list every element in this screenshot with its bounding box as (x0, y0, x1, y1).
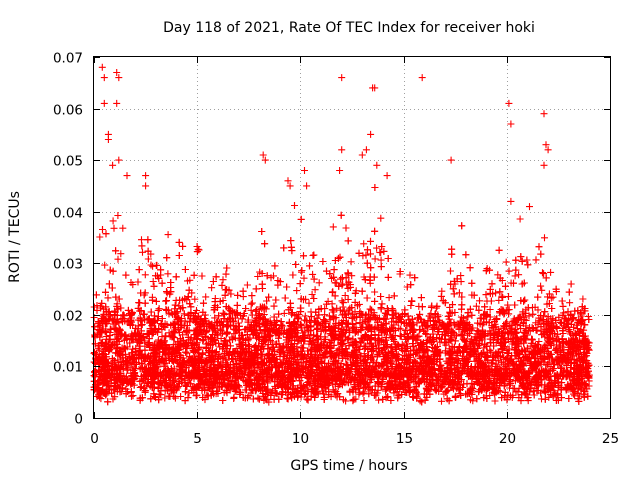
data-point (455, 289, 463, 297)
data-point (457, 272, 465, 280)
data-point (311, 286, 319, 294)
data-point (193, 307, 200, 314)
data-point (149, 262, 157, 270)
data-point (467, 396, 474, 404)
data-point (247, 306, 255, 314)
data-point (191, 295, 199, 303)
data-point (547, 294, 555, 302)
data-point (129, 365, 137, 373)
data-point (171, 394, 179, 402)
data-point (375, 396, 383, 404)
data-point (539, 316, 547, 323)
data-point (547, 268, 555, 276)
data-point (208, 284, 216, 292)
data-point (476, 297, 483, 305)
data-point (398, 390, 406, 398)
data-point (373, 244, 381, 252)
data-point (96, 233, 104, 241)
data-point (486, 306, 494, 313)
data-point (507, 334, 515, 342)
data-point (502, 258, 510, 266)
data-point (114, 212, 122, 219)
data-point (355, 300, 363, 308)
data-point (346, 387, 354, 395)
data-point (164, 270, 172, 278)
data-point (170, 328, 178, 336)
data-point (515, 271, 523, 279)
data-point (301, 312, 309, 320)
data-point (534, 306, 542, 314)
data-point (305, 299, 313, 307)
data-point (110, 224, 118, 232)
data-point (431, 385, 439, 393)
data-point (280, 309, 288, 317)
data-point (149, 278, 157, 285)
data-point (438, 397, 445, 405)
data-point (254, 273, 262, 280)
data-point (247, 300, 255, 308)
data-point (219, 276, 227, 284)
data-point (211, 314, 219, 322)
data-point (109, 217, 117, 225)
data-point (371, 255, 379, 263)
data-point (114, 255, 122, 263)
data-point (138, 236, 145, 244)
data-point (554, 330, 562, 338)
data-point (579, 295, 587, 303)
data-point (136, 384, 144, 391)
data-point (367, 250, 374, 258)
data-point (385, 294, 393, 302)
data-point (359, 252, 367, 260)
data-point (537, 282, 545, 290)
data-point (406, 271, 414, 279)
data-point (377, 256, 385, 264)
data-point (340, 396, 347, 404)
data-point (97, 395, 105, 403)
data-point (315, 279, 323, 287)
data-point (347, 258, 355, 266)
data-point (472, 302, 480, 310)
chart-title: Day 118 of 2021, Rate Of TEC Index for r… (163, 20, 535, 36)
data-point (541, 234, 548, 242)
data-point (549, 293, 557, 301)
data-point (495, 296, 503, 304)
data-point (304, 396, 312, 404)
data-point (329, 223, 337, 231)
data-point (538, 286, 546, 294)
data-point (243, 281, 251, 289)
data-point (345, 334, 353, 342)
data-point (117, 250, 125, 258)
data-point (352, 320, 360, 328)
data-point (164, 231, 172, 239)
data-points (90, 63, 593, 406)
data-point (540, 270, 548, 278)
data-point (323, 300, 330, 308)
data-point (517, 325, 525, 333)
data-point (545, 290, 553, 298)
data-point (555, 313, 563, 321)
data-point (516, 215, 524, 223)
data-point (348, 272, 356, 280)
data-point (141, 271, 149, 279)
data-point (566, 299, 574, 307)
data-point (377, 249, 385, 257)
data-point (284, 395, 292, 403)
data-point (371, 288, 379, 296)
data-point (293, 287, 301, 295)
